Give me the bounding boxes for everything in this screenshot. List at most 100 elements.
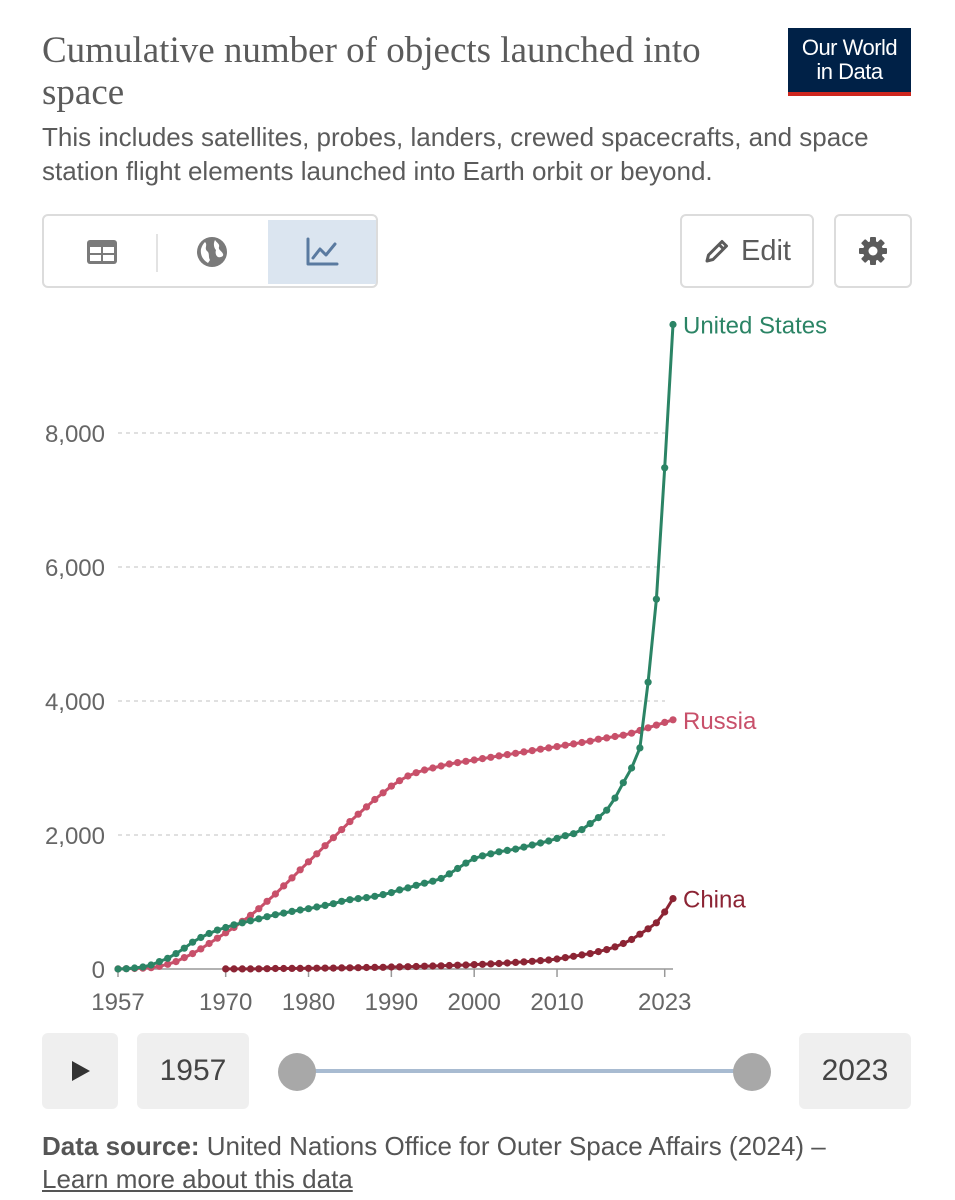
data-point	[553, 743, 561, 751]
data-point	[271, 890, 279, 898]
data-point	[172, 950, 180, 958]
data-point	[246, 911, 255, 920]
data-point	[379, 891, 387, 899]
data-point	[495, 959, 503, 968]
data-point	[429, 877, 437, 885]
start-year-box[interactable]: 1957	[137, 1033, 249, 1109]
data-point	[379, 789, 387, 797]
data-point	[520, 748, 528, 756]
play-icon	[72, 1061, 90, 1081]
globe-icon	[197, 237, 227, 267]
data-point	[495, 848, 503, 856]
data-point	[536, 745, 545, 753]
data-point	[296, 906, 304, 914]
data-point	[511, 958, 520, 967]
data-point	[346, 818, 354, 826]
data-point	[454, 759, 462, 767]
data-point	[371, 892, 379, 900]
data-point	[404, 884, 412, 892]
data-point	[412, 962, 420, 971]
data-point	[288, 964, 296, 973]
tab-map[interactable]	[158, 220, 266, 284]
data-point	[189, 938, 197, 946]
data-point	[511, 845, 520, 853]
y-tick-label: 4,000	[45, 689, 105, 716]
end-year-box[interactable]: 2023	[799, 1033, 911, 1109]
data-point	[122, 965, 130, 973]
data-point	[404, 772, 412, 780]
data-point	[586, 820, 594, 828]
data-point	[454, 864, 462, 873]
data-point	[246, 917, 255, 925]
data-point	[603, 946, 611, 954]
data-point	[578, 826, 586, 834]
data-point	[586, 950, 594, 958]
data-point	[578, 951, 586, 959]
data-point	[445, 870, 453, 878]
data-point	[462, 757, 470, 765]
data-point	[321, 842, 329, 850]
data-point	[255, 965, 263, 973]
data-point	[545, 956, 553, 964]
data-point	[628, 935, 636, 944]
data-point	[387, 889, 395, 897]
edit-button[interactable]: Edit	[680, 214, 814, 288]
data-point	[570, 740, 578, 748]
data-point	[545, 837, 553, 845]
data-point	[454, 961, 462, 969]
data-point	[619, 731, 627, 739]
data-point	[669, 895, 677, 903]
data-point	[545, 744, 553, 752]
view-divider	[156, 234, 158, 272]
data-point	[271, 911, 279, 919]
data-point	[271, 964, 279, 973]
chart-series	[114, 320, 677, 973]
logo-accent-bar	[788, 92, 911, 96]
x-tick-label: 2000	[447, 989, 500, 1016]
data-point	[503, 959, 511, 967]
timeline-track[interactable]	[296, 1069, 752, 1073]
data-point	[594, 735, 603, 743]
data-point	[603, 734, 611, 742]
data-point	[536, 839, 545, 847]
data-point	[669, 320, 677, 329]
timeline-end-handle[interactable]	[733, 1053, 771, 1091]
data-point	[180, 954, 188, 962]
data-point	[437, 962, 445, 970]
x-axis: 1957 1970 1980 1990 2000 2010 2023	[91, 968, 691, 1016]
learn-more-link[interactable]: Learn more about this data	[42, 1164, 353, 1194]
data-point	[478, 852, 487, 860]
owid-logo[interactable]: Our World in Data	[788, 28, 911, 96]
data-point	[470, 961, 478, 969]
data-point	[387, 963, 395, 971]
data-point	[445, 760, 453, 768]
data-point	[619, 779, 627, 787]
data-point	[594, 948, 603, 956]
data-point	[379, 963, 387, 971]
source-label: Data source:	[42, 1131, 200, 1161]
data-point	[304, 905, 313, 913]
x-tick-label: 1980	[282, 989, 335, 1016]
data-point	[280, 882, 288, 890]
data-point	[362, 803, 371, 811]
logo-line1: Our World	[801, 35, 898, 60]
data-point	[396, 886, 404, 894]
data-point	[288, 874, 296, 882]
tab-chart[interactable]	[268, 220, 376, 284]
chart-subtitle: This includes satellites, probes, lander…	[42, 122, 869, 186]
data-point	[197, 945, 205, 953]
data-point	[246, 965, 255, 973]
tab-table[interactable]	[48, 220, 156, 284]
timeline-start-handle[interactable]	[278, 1053, 316, 1091]
series-labels: Russia China United States	[683, 312, 827, 913]
data-point	[669, 716, 677, 724]
data-point	[222, 965, 230, 973]
data-point	[470, 854, 478, 863]
data-point	[644, 678, 652, 686]
play-button[interactable]	[42, 1033, 118, 1109]
settings-button[interactable]	[834, 214, 912, 288]
y-tick-label: 0	[92, 957, 105, 984]
view-switcher	[42, 214, 378, 288]
data-point	[338, 897, 346, 905]
data-point	[636, 744, 644, 752]
